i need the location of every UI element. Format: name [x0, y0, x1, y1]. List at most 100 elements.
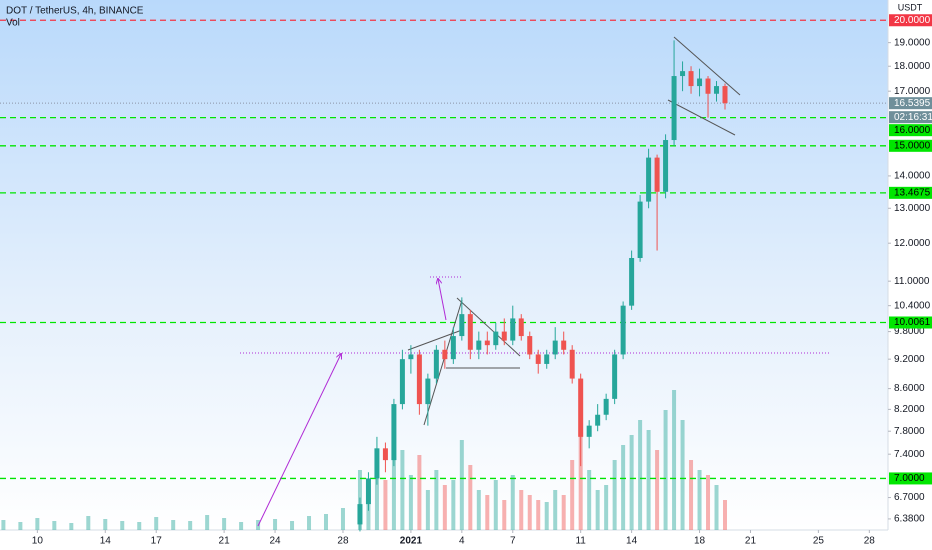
- level-label-box: [889, 316, 932, 329]
- candle-body: [510, 318, 516, 341]
- candle-body: [586, 425, 592, 437]
- candle-body: [714, 86, 720, 94]
- volume-label: Vol: [6, 18, 20, 29]
- drawn-arrow: [257, 354, 341, 527]
- volume-bar: [595, 490, 600, 530]
- x-tick-label: 21: [745, 536, 757, 547]
- x-tick-label: 25: [813, 536, 825, 547]
- level-label-box: [889, 14, 932, 27]
- price-axis: [888, 0, 932, 550]
- volume-bar: [527, 495, 532, 530]
- candle-body: [408, 354, 414, 360]
- volume-bar: [612, 460, 617, 530]
- candle-layer: [357, 40, 728, 532]
- volume-bar: [646, 430, 651, 530]
- current-price-label-box: [889, 97, 932, 110]
- candle-body: [450, 336, 456, 360]
- drawn-arrow: [438, 279, 447, 321]
- y-tick-label: 11.0000: [894, 276, 930, 287]
- candle-body: [603, 398, 609, 415]
- x-tick-label: 14: [100, 536, 112, 547]
- y-tick-label: 6.7000: [894, 492, 925, 503]
- countdown-label: 02:16:31: [894, 112, 932, 123]
- volume-bar: [417, 455, 422, 530]
- candle-body: [365, 478, 371, 505]
- volume-bar: [442, 485, 447, 530]
- candle-body: [671, 76, 677, 141]
- y-tick-label: 8.6000: [894, 383, 925, 394]
- candle-body: [391, 404, 397, 461]
- x-tick-label: 28: [337, 536, 349, 547]
- candle-body: [459, 314, 465, 337]
- volume-bar: [459, 440, 464, 530]
- volume-bar: [578, 430, 583, 530]
- level-label-box: [889, 186, 932, 199]
- x-tick-label: 4: [459, 536, 465, 547]
- current-price-label: 16.5395: [894, 98, 931, 109]
- candle-body: [476, 340, 482, 350]
- candle-body: [552, 340, 558, 355]
- candle-body: [680, 71, 686, 77]
- drawn-line: [423, 299, 463, 426]
- volume-bar: [502, 500, 507, 530]
- volume-bar: [188, 521, 193, 530]
- y-tick-label: 17.0000: [894, 86, 931, 97]
- volume-bar: [689, 460, 694, 530]
- volume-bar: [103, 519, 108, 530]
- candle-body: [578, 378, 584, 437]
- candle-body: [467, 314, 473, 350]
- level-label-box: [889, 124, 932, 137]
- candle-body: [382, 448, 388, 461]
- candle-body: [357, 504, 363, 525]
- volume-bar: [222, 518, 227, 530]
- volume-bar: [706, 475, 711, 530]
- drawn-line: [456, 297, 521, 357]
- volume-bar: [451, 480, 456, 530]
- x-tick-label: 2021: [400, 536, 423, 547]
- volume-bar: [485, 495, 490, 530]
- volume-bar: [408, 475, 413, 530]
- y-tick-label: 7.4000: [894, 449, 925, 460]
- volume-bar: [493, 480, 498, 530]
- volume-bar: [629, 435, 634, 530]
- y-tick-label: 10.4000: [894, 300, 931, 311]
- volume-bar: [383, 480, 388, 530]
- y-tick-label: 6.3800: [894, 514, 925, 525]
- level-label: 13.4675: [894, 187, 931, 198]
- candle-body: [646, 157, 652, 202]
- volume-bar: [510, 475, 515, 530]
- volume-bar: [374, 460, 379, 530]
- volume-bar: [391, 445, 396, 530]
- x-tick-label: 14: [626, 536, 638, 547]
- y-tick-label: 9.8000: [894, 326, 925, 337]
- level-label-box: [889, 472, 932, 485]
- volume-bar: [536, 500, 541, 530]
- volume-bar: [171, 520, 176, 530]
- candle-body: [484, 340, 490, 346]
- volume-bar: [604, 485, 609, 530]
- y-tick-label: 9.2000: [894, 354, 925, 365]
- volume-bar: [476, 490, 481, 530]
- volume-bar: [714, 485, 719, 530]
- volume-bar: [340, 508, 345, 530]
- level-layer: [0, 19, 888, 480]
- countdown-label-box: [889, 111, 932, 124]
- y-tick-label: 18.0000: [894, 61, 931, 72]
- volume-bar: [239, 522, 244, 530]
- candle-body: [544, 354, 550, 364]
- volume-bar: [86, 516, 91, 530]
- level-label: 7.0000: [894, 473, 925, 484]
- volume-bar: [544, 502, 549, 530]
- candle-body: [561, 340, 567, 350]
- y-tick-label: 8.2000: [894, 404, 925, 415]
- volume-bar: [434, 470, 439, 530]
- candle-body: [425, 378, 431, 405]
- volume-bar: [638, 420, 643, 530]
- x-tick-label: 21: [219, 536, 231, 547]
- volume-bar: [519, 490, 524, 530]
- candle-body: [637, 201, 643, 258]
- candle-body: [595, 414, 601, 426]
- volume-bar: [120, 521, 125, 530]
- volume-bar: [697, 470, 702, 530]
